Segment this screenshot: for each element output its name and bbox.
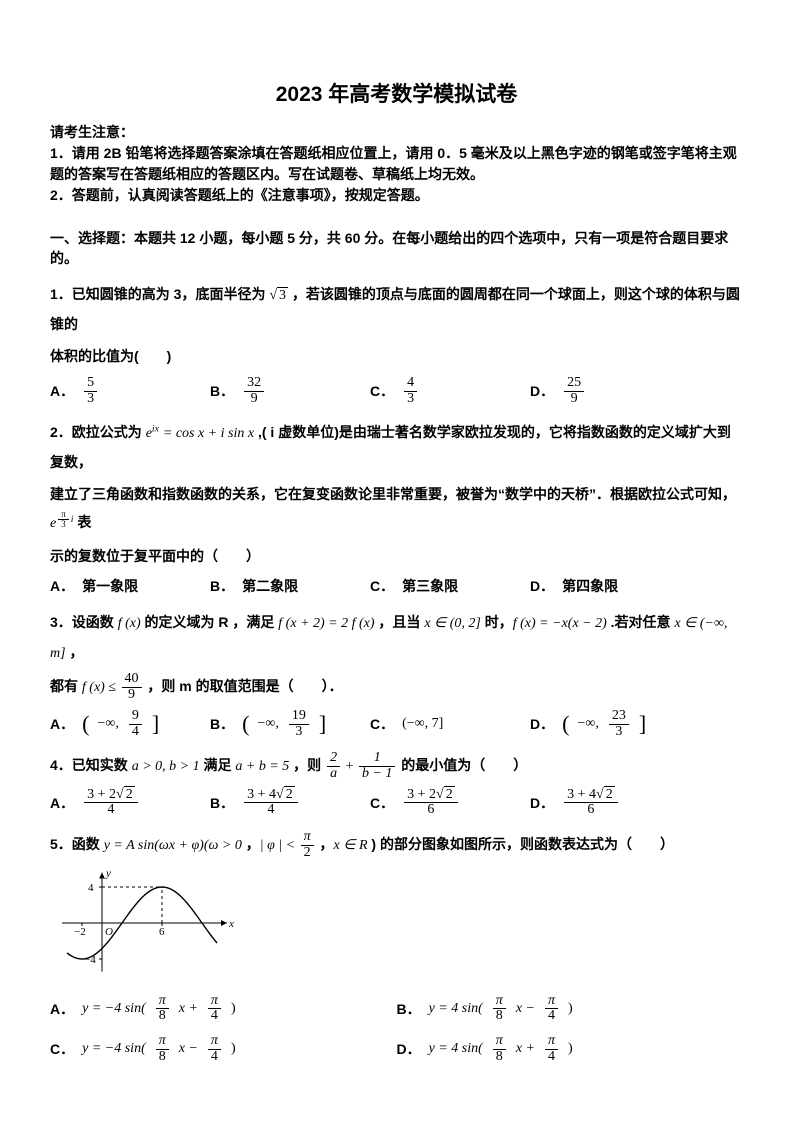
q2-e2-exp: π3i [56, 514, 73, 525]
q5-opt-a: A．y = −4 sin(π8x + π4) [50, 994, 397, 1024]
q2-text-d: 表 [77, 514, 91, 530]
notice-line-1: 1．请用 2B 铅笔将选择题答案涂填在答题纸相应位置上，请用 0．5 毫米及以上… [50, 143, 743, 185]
q2-opt-d: D．第四象限 [530, 576, 690, 596]
q2-line2: 建立了三角函数和指数函数的关系，它在复变函数论里非常重要，被誉为“数学中的天桥”… [50, 480, 743, 538]
svg-text:4: 4 [88, 882, 94, 894]
q5-options: A．y = −4 sin(π8x + π4) B．y = 4 sin(π8x −… [50, 994, 743, 1065]
q5-opt-d: D．y = 4 sin(π8x + π4) [397, 1034, 744, 1064]
svg-text:y: y [105, 867, 111, 879]
q4-opt-b: B．3 + 424 [210, 788, 370, 818]
q1-opt-c: C．43 [370, 376, 530, 406]
q3-opt-c: C．(−∞, 7] [370, 714, 530, 734]
notice-head: 请考生注意： [50, 122, 743, 143]
q2-text-c: 建立了三角函数和指数函数的关系，它在复变函数论里非常重要，被誉为“数学中的天桥”… [50, 486, 736, 502]
question-1: 1．已知圆锥的高为 3，底面半径为 3 ，若该圆锥的顶点与底面的圆周都在同一个球… [50, 280, 743, 338]
svg-text:−4: −4 [84, 954, 96, 966]
q1-opt-d: D．259 [530, 376, 690, 406]
q1-text-a: 1．已知圆锥的高为 3，底面半径为 [50, 286, 269, 302]
q2-options: A．第一象限 B．第二象限 C．第三象限 D．第四象限 [50, 576, 743, 596]
q4-options: A．3 + 224 B．3 + 424 C．3 + 226 D．3 + 426 [50, 788, 743, 818]
q2-opt-a: A．第一象限 [50, 576, 210, 596]
q5-opt-c: C．y = −4 sin(π8x − π4) [50, 1034, 397, 1064]
question-2: 2．欧拉公式为 eix = cos x + i sin x ,( i 虚数单位)… [50, 418, 743, 476]
q2-text-e: 示的复数位于复平面中的（ ） [50, 542, 743, 570]
q3-opt-d: D．(−∞,233] [530, 709, 690, 739]
svg-text:−2: −2 [74, 926, 86, 938]
q3-opt-a: A．(−∞,94] [50, 709, 210, 739]
question-3: 3．设函数 f (x) 的定义域为 R ，满足 f (x + 2) = 2 f … [50, 608, 743, 668]
q5-graph: yxO4−4−26 [58, 867, 743, 984]
q2-eix-exp: ix [152, 424, 159, 435]
q3-opt-b: B．(−∞,193] [210, 709, 370, 739]
notice-block: 请考生注意： 1．请用 2B 铅笔将选择题答案涂填在答题纸相应位置上，请用 0．… [50, 122, 743, 206]
q1-opt-a: A．53 [50, 376, 210, 406]
q2-eq: = cos x + i sin x [163, 426, 254, 441]
page-title: 2023 年高考数学模拟试卷 [50, 78, 743, 108]
notice-line-2: 2．答题前，认真阅读答题纸上的《注意事项》，按规定答题。 [50, 185, 743, 206]
svg-text:6: 6 [159, 926, 165, 938]
q1-options: A．53 B．329 C．43 D．259 [50, 376, 743, 406]
svg-text:x: x [228, 918, 234, 930]
q4-opt-c: C．3 + 226 [370, 788, 530, 818]
q4-opt-d: D．3 + 426 [530, 788, 690, 818]
sqrt-icon: 3 [269, 282, 288, 310]
q2-opt-c: C．第三象限 [370, 576, 530, 596]
q3-line2: 都有 f (x) ≤ 409 ，则 m 的取值范围是（ ）． [50, 672, 743, 702]
question-5: 5．函数 y = A sin(ωx + φ)(ω > 0 ，| φ | < π2… [50, 830, 743, 860]
q5-opt-b: B．y = 4 sin(π8x − π4) [397, 994, 744, 1024]
q1-opt-b: B．329 [210, 376, 370, 406]
question-4: 4．已知实数 a > 0, b > 1 满足 a + b = 5 ，则 2a +… [50, 751, 743, 781]
q2-text-a: 2．欧拉公式为 [50, 424, 146, 440]
q1-text-c: 体积的比值为( ) [50, 342, 743, 370]
q4-opt-a: A．3 + 224 [50, 788, 210, 818]
q2-opt-b: B．第二象限 [210, 576, 370, 596]
q3-options: A．(−∞,94] B．(−∞,193] C．(−∞, 7] D．(−∞,233… [50, 709, 743, 739]
section-1-head: 一、选择题：本题共 12 小题，每小题 5 分，共 60 分。在每小题给出的四个… [50, 228, 743, 268]
